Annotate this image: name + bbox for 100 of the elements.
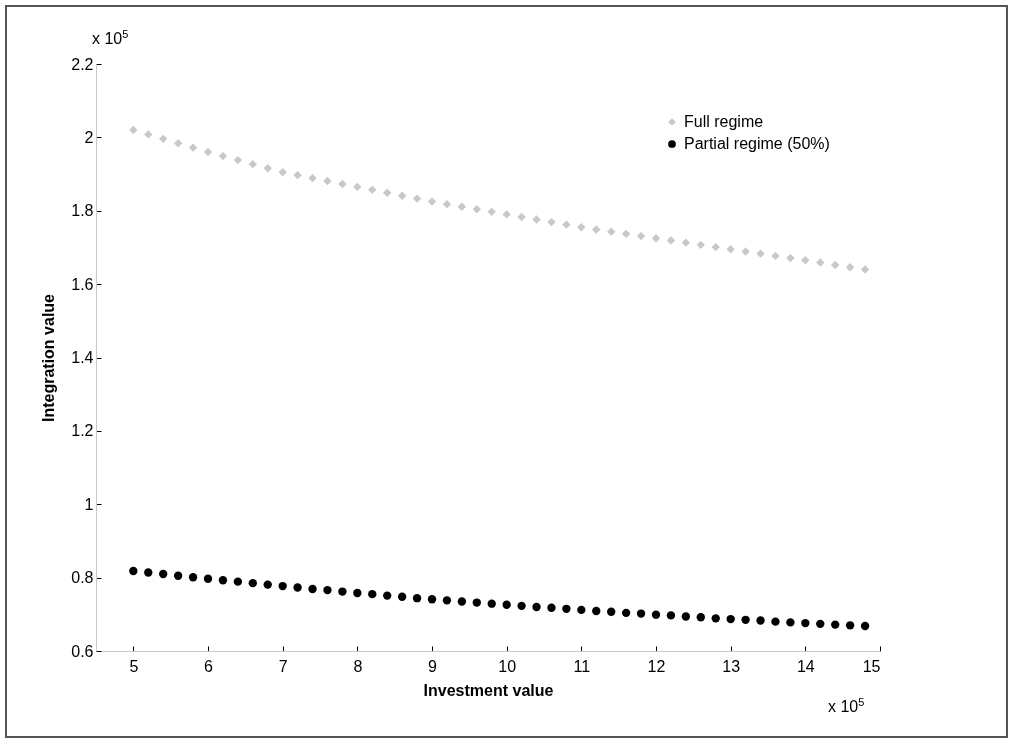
x-tick-label: 8	[353, 657, 363, 675]
point	[592, 225, 601, 234]
point	[457, 202, 467, 211]
point	[845, 621, 855, 630]
point	[263, 580, 272, 589]
text: x 10$^{5}$	[92, 28, 129, 49]
point	[532, 215, 541, 224]
point	[412, 594, 422, 603]
point	[726, 245, 735, 254]
point	[427, 595, 437, 604]
point	[607, 607, 616, 616]
x-tick-label: 13	[722, 657, 741, 675]
y-tick-label: 1.8	[71, 202, 94, 220]
x-axis-title: Investment value	[423, 681, 554, 699]
y-tick-label: 1	[84, 495, 94, 513]
point	[442, 199, 452, 209]
x-tick-label: 14	[796, 657, 815, 675]
y-tick-label: 2.2	[71, 55, 94, 73]
point	[472, 205, 481, 214]
point	[248, 159, 257, 169]
x-tick-label: 5	[129, 657, 139, 675]
point	[233, 155, 243, 165]
point	[293, 170, 302, 180]
point	[412, 194, 422, 203]
point	[651, 610, 661, 619]
point	[517, 212, 526, 222]
point	[786, 618, 795, 627]
point	[278, 168, 287, 177]
point	[144, 568, 153, 577]
point	[383, 591, 392, 600]
point	[741, 615, 750, 624]
point	[547, 603, 556, 612]
point	[860, 621, 870, 631]
point	[621, 229, 631, 239]
point	[173, 139, 183, 148]
point	[711, 614, 720, 623]
x-tick-label: 10	[498, 657, 517, 675]
point	[173, 571, 183, 580]
point	[188, 143, 198, 152]
point	[577, 605, 586, 615]
x-tick-label: 6	[204, 657, 214, 675]
point	[636, 231, 646, 241]
x-tick-label: 7	[278, 657, 288, 675]
x-tick-label: 15	[862, 657, 881, 675]
point	[502, 210, 511, 219]
text: x 10$^{5}$	[828, 696, 865, 717]
point	[203, 147, 213, 157]
point	[397, 191, 407, 200]
point	[741, 247, 750, 256]
y-tick-label: 0.8	[71, 569, 94, 587]
y-axis-title: Integration value	[40, 293, 58, 423]
point	[666, 236, 676, 245]
point	[397, 592, 407, 601]
point	[860, 265, 870, 274]
point	[771, 617, 780, 626]
point	[816, 258, 825, 267]
y-tick-label: 1.6	[71, 275, 94, 293]
point	[188, 573, 198, 582]
point	[681, 238, 691, 247]
point	[338, 587, 347, 596]
point	[577, 223, 586, 232]
point	[771, 251, 780, 261]
point	[233, 577, 243, 586]
point	[592, 606, 601, 616]
point	[263, 164, 272, 173]
point	[816, 619, 825, 629]
point	[323, 585, 332, 595]
y-tick-label: 1.4	[71, 349, 94, 366]
legend-label: Full regime	[684, 113, 764, 130]
point	[696, 613, 705, 622]
point	[711, 242, 720, 252]
point	[801, 618, 810, 628]
point	[353, 588, 362, 598]
x-tick-label: 9	[428, 657, 438, 675]
point	[487, 207, 496, 217]
point	[517, 601, 526, 611]
y-tick-label: 2	[84, 128, 94, 146]
point	[607, 227, 616, 236]
y-tick-label: 1.2	[71, 422, 94, 440]
point	[144, 130, 153, 139]
point	[502, 600, 511, 609]
point	[831, 260, 840, 270]
point	[248, 578, 257, 588]
point	[562, 604, 571, 613]
point	[532, 602, 541, 612]
point	[845, 263, 855, 272]
point	[726, 614, 735, 624]
legend-label: Partial regime (50%)	[684, 135, 830, 152]
point	[756, 616, 765, 625]
point	[621, 608, 631, 618]
point	[159, 134, 168, 144]
point	[472, 598, 481, 607]
point	[831, 620, 840, 629]
point	[308, 584, 317, 594]
point	[129, 125, 138, 135]
point	[681, 612, 691, 621]
point	[129, 566, 138, 576]
point	[353, 182, 362, 192]
point	[756, 249, 765, 258]
x-tick-label: 12	[647, 657, 666, 675]
